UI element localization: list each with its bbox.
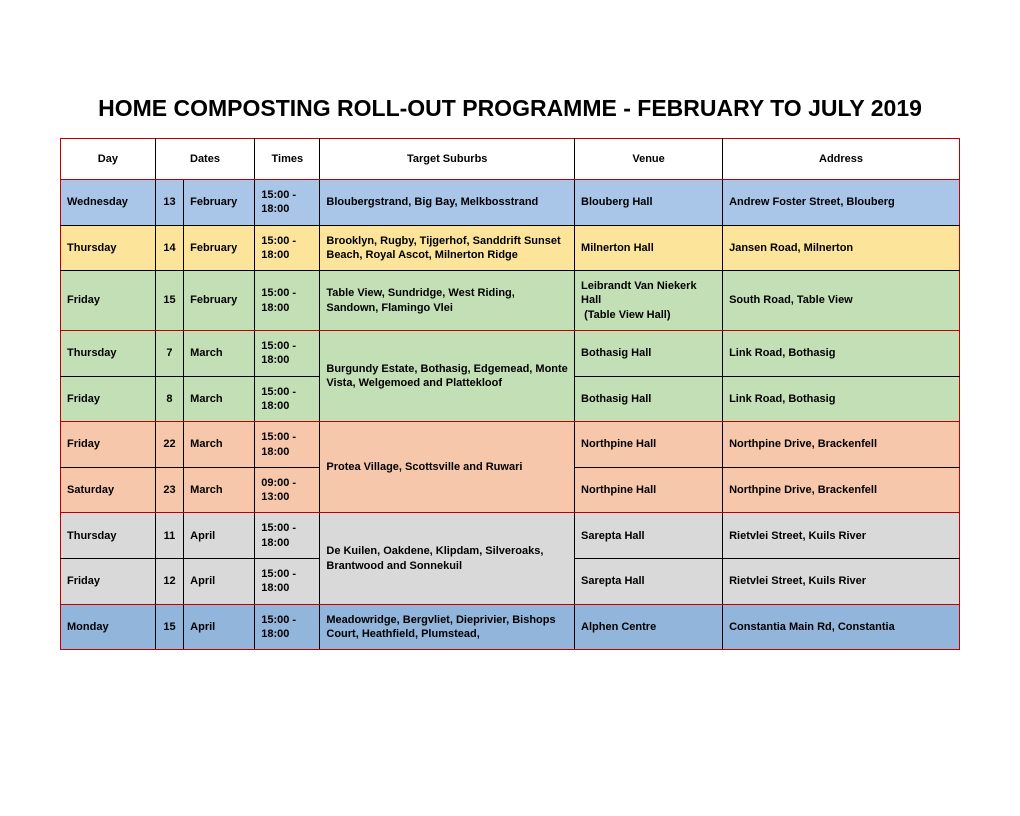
cell-times: 09:00 - 13:00 (255, 467, 320, 513)
cell-address: Jansen Road, Milnerton (723, 225, 960, 271)
cell-day: Friday (61, 271, 156, 331)
table-row: Thursday11April15:00 - 18:00De Kuilen, O… (61, 513, 960, 559)
cell-month: March (184, 422, 255, 468)
cell-times: 15:00 - 18:00 (255, 422, 320, 468)
cell-month: February (184, 271, 255, 331)
cell-month: April (184, 604, 255, 650)
col-venue-header: Venue (575, 139, 723, 180)
cell-datenum: 7 (155, 331, 183, 377)
cell-times: 15:00 - 18:00 (255, 331, 320, 377)
cell-venue: Leibrandt Van Niekerk Hall (Table View H… (575, 271, 723, 331)
cell-address: Northpine Drive, Brackenfell (723, 422, 960, 468)
cell-day: Friday (61, 376, 156, 422)
cell-address: Northpine Drive, Brackenfell (723, 467, 960, 513)
table-row: Wednesday13February15:00 - 18:00Blouberg… (61, 180, 960, 226)
cell-venue: Sarepta Hall (575, 559, 723, 605)
cell-address: Rietvlei Street, Kuils River (723, 559, 960, 605)
cell-suburbs: Bloubergstrand, Big Bay, Melkbosstrand (320, 180, 575, 226)
cell-venue: Bothasig Hall (575, 331, 723, 377)
cell-datenum: 22 (155, 422, 183, 468)
cell-address: Rietvlei Street, Kuils River (723, 513, 960, 559)
cell-datenum: 8 (155, 376, 183, 422)
page-title: HOME COMPOSTING ROLL-OUT PROGRAMME - FEB… (0, 95, 1020, 122)
cell-times: 15:00 - 18:00 (255, 225, 320, 271)
cell-venue: Milnerton Hall (575, 225, 723, 271)
table-row: Friday22March15:00 - 18:00Protea Village… (61, 422, 960, 468)
cell-datenum: 15 (155, 271, 183, 331)
cell-day: Wednesday (61, 180, 156, 226)
col-times-header: Times (255, 139, 320, 180)
cell-month: April (184, 559, 255, 605)
table-header-row: Day Dates Times Target Suburbs Venue Add… (61, 139, 960, 180)
col-dates-header: Dates (155, 139, 254, 180)
cell-month: March (184, 467, 255, 513)
cell-venue: Blouberg Hall (575, 180, 723, 226)
cell-datenum: 14 (155, 225, 183, 271)
cell-address: Andrew Foster Street, Blouberg (723, 180, 960, 226)
cell-day: Thursday (61, 225, 156, 271)
cell-suburbs: Protea Village, Scottsville and Ruwari (320, 422, 575, 513)
cell-times: 15:00 - 18:00 (255, 271, 320, 331)
cell-suburbs: Meadowridge, Bergvliet, Dieprivier, Bish… (320, 604, 575, 650)
cell-month: March (184, 376, 255, 422)
cell-venue: Northpine Hall (575, 422, 723, 468)
cell-address: Link Road, Bothasig (723, 376, 960, 422)
cell-venue: Alphen Centre (575, 604, 723, 650)
cell-month: February (184, 225, 255, 271)
cell-day: Thursday (61, 513, 156, 559)
table-row: Friday15February15:00 - 18:00Table View,… (61, 271, 960, 331)
cell-address: Link Road, Bothasig (723, 331, 960, 377)
col-day-header: Day (61, 139, 156, 180)
cell-venue: Bothasig Hall (575, 376, 723, 422)
cell-datenum: 13 (155, 180, 183, 226)
cell-datenum: 23 (155, 467, 183, 513)
cell-month: April (184, 513, 255, 559)
table-row: Thursday7March15:00 - 18:00Burgundy Esta… (61, 331, 960, 377)
cell-day: Friday (61, 422, 156, 468)
cell-datenum: 15 (155, 604, 183, 650)
cell-times: 15:00 - 18:00 (255, 513, 320, 559)
cell-datenum: 12 (155, 559, 183, 605)
cell-suburbs: Table View, Sundridge, West Riding, Sand… (320, 271, 575, 331)
col-suburbs-header: Target Suburbs (320, 139, 575, 180)
cell-suburbs: De Kuilen, Oakdene, Klipdam, Silveroaks,… (320, 513, 575, 604)
cell-venue: Sarepta Hall (575, 513, 723, 559)
cell-times: 15:00 - 18:00 (255, 376, 320, 422)
cell-times: 15:00 - 18:00 (255, 180, 320, 226)
cell-day: Monday (61, 604, 156, 650)
table-row: Monday15April15:00 - 18:00Meadowridge, B… (61, 604, 960, 650)
cell-day: Saturday (61, 467, 156, 513)
cell-suburbs: Brooklyn, Rugby, Tijgerhof, Sanddrift Su… (320, 225, 575, 271)
col-address-header: Address (723, 139, 960, 180)
cell-suburbs: Burgundy Estate, Bothasig, Edgemead, Mon… (320, 331, 575, 422)
table-row: Thursday14February15:00 - 18:00Brooklyn,… (61, 225, 960, 271)
cell-address: Constantia Main Rd, Constantia (723, 604, 960, 650)
cell-month: March (184, 331, 255, 377)
cell-month: February (184, 180, 255, 226)
cell-day: Friday (61, 559, 156, 605)
cell-datenum: 11 (155, 513, 183, 559)
cell-times: 15:00 - 18:00 (255, 559, 320, 605)
cell-venue: Northpine Hall (575, 467, 723, 513)
cell-address: South Road, Table View (723, 271, 960, 331)
cell-times: 15:00 - 18:00 (255, 604, 320, 650)
cell-day: Thursday (61, 331, 156, 377)
schedule-table: Day Dates Times Target Suburbs Venue Add… (60, 138, 960, 650)
